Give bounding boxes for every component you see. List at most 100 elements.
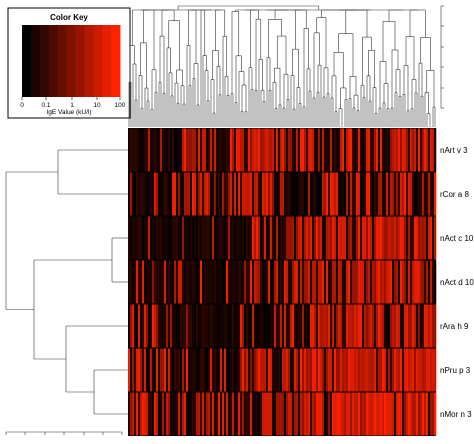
heatmap-cell (190, 172, 193, 216)
heatmap-cell (254, 260, 257, 304)
heatmap-cell (150, 304, 153, 348)
heatmap-cell (398, 128, 401, 172)
heatmap-cell (196, 128, 199, 172)
heatmap-cell (244, 348, 247, 392)
heatmap-cell (328, 172, 331, 216)
heatmap-cell (184, 128, 187, 172)
heatmap-cell (210, 348, 213, 392)
heatmap-cell (376, 172, 379, 216)
heatmap-cell (402, 128, 405, 172)
heatmap-cell (264, 172, 267, 216)
heatmap-cell (132, 216, 135, 260)
heatmap-cell (138, 392, 141, 436)
heatmap-cell (378, 172, 381, 216)
heatmap-cell (238, 128, 241, 172)
heatmap-cell (412, 172, 415, 216)
heatmap-cell (424, 304, 427, 348)
heatmap-cell (422, 304, 425, 348)
heatmap-cell (320, 392, 323, 436)
heatmap-cell (354, 304, 357, 348)
heatmap-cell (426, 260, 429, 304)
heatmap-cell (154, 128, 157, 172)
row-label: nArt v 3 (440, 146, 468, 155)
heatmap-cell (302, 260, 305, 304)
heatmap-cell (320, 172, 323, 216)
heatmap-cell (394, 304, 397, 348)
heatmap-cell (242, 392, 245, 436)
heatmap-cell (432, 260, 435, 304)
heatmap-cell (282, 348, 285, 392)
heatmap-cell (250, 216, 253, 260)
heatmap-cell (128, 304, 131, 348)
row-dendrogram-scale (5, 431, 123, 435)
heatmap-cell (182, 260, 185, 304)
heatmap-cell (248, 304, 251, 348)
heatmap-cell (190, 128, 193, 172)
heatmap-cell (430, 216, 433, 260)
heatmap-cell (170, 392, 173, 436)
row-label: rAra h 9 (440, 322, 469, 331)
heatmap-cell (158, 304, 161, 348)
heatmap-cell (338, 128, 341, 172)
heatmap-cell (340, 260, 343, 304)
heatmap-cell (430, 128, 433, 172)
heatmap-cell (200, 216, 203, 260)
heatmap-cell (180, 260, 183, 304)
heatmap-cell (186, 216, 189, 260)
heatmap-cell (366, 128, 369, 172)
heatmap-cell (300, 348, 303, 392)
heatmap-cell (284, 260, 287, 304)
heatmap-cell (204, 128, 207, 172)
heatmap-cell (260, 128, 263, 172)
heatmap-cell (144, 304, 147, 348)
heatmap-cell (416, 392, 419, 436)
heatmap-cell (156, 128, 159, 172)
heatmap-cell (282, 304, 285, 348)
heatmap-cell (202, 392, 205, 436)
heatmap-cell (270, 172, 273, 216)
heatmap-cell (326, 348, 329, 392)
heatmap-cell (228, 216, 231, 260)
heatmap-cell (386, 348, 389, 392)
heatmap-cell (238, 216, 241, 260)
heatmap-cell (400, 304, 403, 348)
heatmap-cell (386, 128, 389, 172)
heatmap-cell (138, 260, 141, 304)
heatmap-cell (324, 260, 327, 304)
heatmap-cell (212, 172, 215, 216)
heatmap-cell (298, 392, 301, 436)
heatmap-cell (392, 260, 395, 304)
heatmap-cell (264, 260, 267, 304)
heatmap-cell (242, 128, 245, 172)
heatmap-cell (216, 304, 219, 348)
heatmap-cell (192, 260, 195, 304)
heatmap-cell (232, 172, 235, 216)
heatmap-cell (152, 304, 155, 348)
heatmap-cell (164, 260, 167, 304)
heatmap-cell (404, 260, 407, 304)
heatmap-cell (404, 128, 407, 172)
heatmap-cell (194, 260, 197, 304)
heatmap-cell (420, 348, 423, 392)
heatmap-cell (156, 260, 159, 304)
heatmap-cell (224, 172, 227, 216)
heatmap-cell (322, 260, 325, 304)
heatmap-cell (194, 348, 197, 392)
heatmap-cell (388, 348, 391, 392)
heatmap-cell (226, 128, 229, 172)
heatmap-cell (286, 216, 289, 260)
heatmap-row (128, 304, 437, 348)
heatmap-cell (380, 260, 383, 304)
heatmap-cell (152, 216, 155, 260)
heatmap-cell (336, 260, 339, 304)
heatmap-cell (256, 304, 259, 348)
heatmap-cell (204, 172, 207, 216)
heatmap-row (128, 392, 437, 436)
heatmap-cell (364, 392, 367, 436)
heatmap-cell (132, 128, 135, 172)
heatmap-cell (346, 216, 349, 260)
heatmap-cell (194, 216, 197, 260)
heatmap-cell (192, 216, 195, 260)
heatmap-cell (224, 392, 227, 436)
heatmap-cell (140, 216, 143, 260)
